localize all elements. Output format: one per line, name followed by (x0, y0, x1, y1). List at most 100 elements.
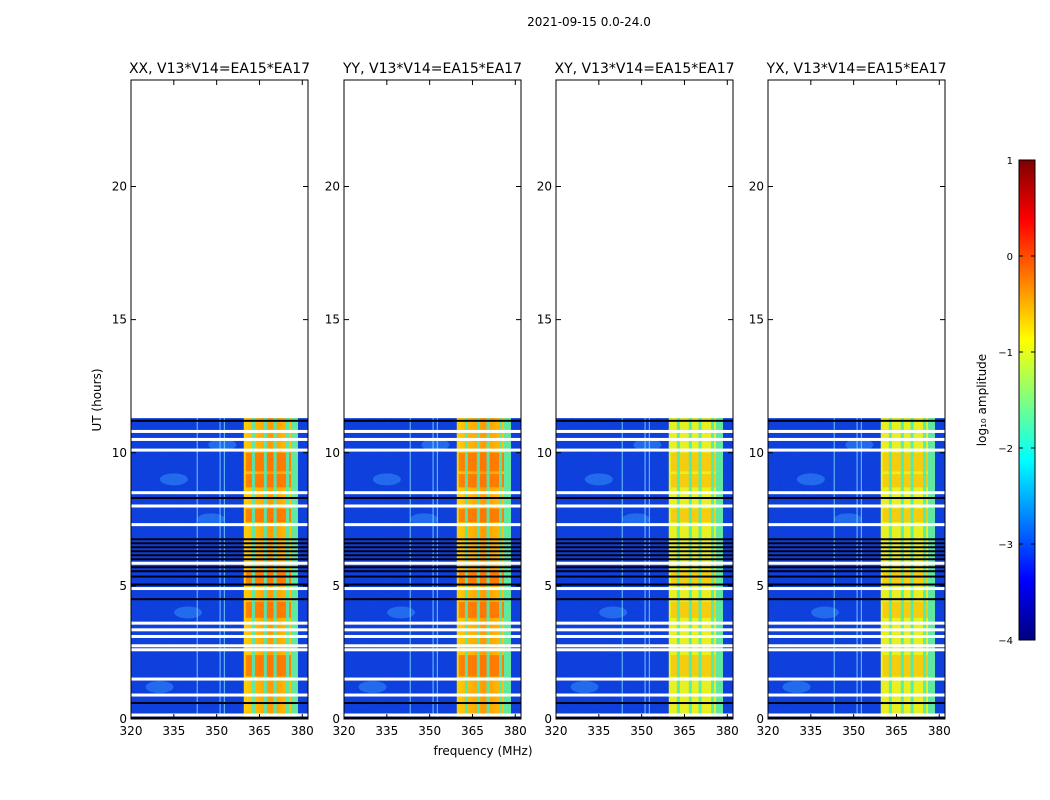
y-axis-label: UT (hours) (90, 368, 104, 431)
gap-row (768, 561, 945, 565)
dark-row (344, 716, 521, 719)
dark-row (556, 546, 733, 549)
rfi-line (833, 418, 835, 719)
band-stripe (273, 418, 277, 719)
panel-0: XX, V13*V14=EA15*EA17 320 335 350 365 380 0 5 10… (112, 61, 314, 738)
heatmap-patch (174, 606, 203, 619)
gap-row (556, 504, 733, 508)
band-stripe (923, 418, 927, 719)
x-tick-label: 365 (673, 724, 696, 738)
dark-row (131, 575, 308, 578)
band-block (458, 655, 510, 677)
figure-suptitle: 2021-09-15 0.0-24.0 (527, 15, 651, 29)
dark-row (768, 716, 945, 719)
gap-row (131, 561, 308, 565)
dark-row (344, 497, 521, 500)
dark-row (556, 583, 733, 586)
colorbar-tick-label: −1 (998, 348, 1013, 359)
dark-row (768, 419, 945, 422)
dark-row (556, 558, 733, 561)
dark-row (344, 575, 521, 578)
band-block (882, 452, 934, 472)
band-block (882, 569, 934, 586)
heatmap-area-3 (768, 418, 945, 719)
band-block (245, 474, 297, 488)
gap-row (556, 648, 733, 652)
band-edge (291, 418, 299, 719)
gap-row (344, 693, 521, 697)
band-stripe (499, 418, 503, 719)
dark-row (556, 566, 733, 569)
band-block (245, 508, 297, 522)
y-tick-label: 15 (112, 313, 127, 327)
y-tick-label: 20 (537, 180, 552, 194)
gap-row (131, 648, 308, 652)
colorbar-tick-label: −3 (998, 540, 1013, 551)
heatmap-patch (833, 513, 862, 526)
heatmap-patch (796, 473, 825, 486)
heatmap-patch (811, 606, 840, 619)
band-stripe (464, 418, 468, 719)
gap-row (131, 437, 308, 441)
dark-row (768, 598, 945, 601)
band-block (458, 508, 510, 522)
x-tick-label: 320 (757, 724, 780, 738)
colorbar-label: log₁₀ amplitude (975, 354, 989, 446)
heatmap-area-2 (556, 418, 733, 719)
x-tick-label: 380 (291, 724, 314, 738)
dark-row (131, 566, 308, 569)
x-tick-label: 320 (333, 724, 356, 738)
heatmap-patch (621, 513, 650, 526)
gap-row (344, 504, 521, 508)
heatmap-patch (845, 438, 874, 451)
heatmap-area-1 (344, 418, 521, 719)
dark-row (556, 716, 733, 719)
gap-row (768, 693, 945, 697)
y-tick-label: 15 (749, 313, 764, 327)
rfi-line (409, 418, 411, 719)
rfi-line (621, 418, 623, 719)
dark-row (131, 558, 308, 561)
y-tick-label: 5 (756, 579, 764, 593)
band-block (245, 601, 297, 618)
y-tick-label: 0 (119, 712, 127, 726)
gap-row (131, 429, 308, 433)
gap-row (556, 621, 733, 625)
gap-row (768, 504, 945, 508)
gap-row (556, 677, 733, 681)
gap-row (768, 713, 945, 717)
band-block (458, 601, 510, 618)
band-stripe (263, 418, 267, 719)
y-tick-label: 0 (756, 712, 764, 726)
heatmap-patch (421, 438, 450, 451)
gap-row (556, 523, 733, 527)
colorbar: 1 0 −1 −2 −3 −4 log₁₀ amplitude (975, 156, 1036, 647)
dark-row (768, 702, 945, 705)
gap-row (131, 587, 308, 591)
dark-row (131, 716, 308, 719)
dark-row (131, 497, 308, 500)
gap-row (768, 491, 945, 495)
band-block (458, 452, 510, 472)
colorbar-tick-label: 1 (1007, 156, 1013, 167)
panel-title: YY, V13*V14=EA15*EA17 (342, 61, 522, 77)
y-tick-label: 20 (749, 180, 764, 194)
gap-row (131, 504, 308, 508)
rfi-line (644, 418, 646, 719)
gap-row (768, 648, 945, 652)
x-tick-label: 350 (418, 724, 441, 738)
band-block (458, 474, 510, 488)
band-stripe (688, 418, 692, 719)
rfi-line (648, 418, 650, 719)
y-tick-label: 20 (325, 180, 340, 194)
dark-row (556, 538, 733, 541)
panel-3: YX, V13*V14=EA15*EA17 320 335 350 365 380 0 5 10… (749, 61, 951, 738)
gap-row (131, 621, 308, 625)
heatmap-patch (208, 438, 237, 451)
x-tick-label: 350 (630, 724, 653, 738)
x-tick-label: 380 (928, 724, 951, 738)
heatmap-area-0 (131, 418, 308, 719)
x-tick-label: 380 (504, 724, 527, 738)
band-block (882, 508, 934, 522)
